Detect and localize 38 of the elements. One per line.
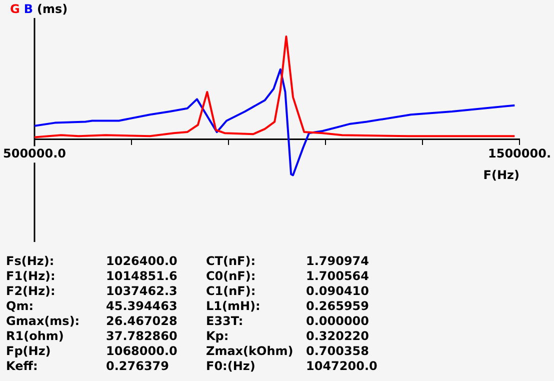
text: F1(Hz): xyxy=(6,269,56,284)
text: G xyxy=(10,2,20,16)
text: Fp(Hz) xyxy=(6,344,52,359)
text: 1037462.3 xyxy=(106,284,178,299)
x-tick-label: 1500000. xyxy=(488,146,552,161)
text: 1026400.0 xyxy=(106,254,178,269)
y-axis-title: (ms) xyxy=(37,2,68,16)
text: 0.000000 xyxy=(306,314,370,329)
text: 45.394463 xyxy=(106,299,178,314)
text: E33T: xyxy=(206,314,244,329)
x-tick-label: 500000.0 xyxy=(2,146,66,161)
text: 0.276379 xyxy=(106,359,170,374)
text: Keff: xyxy=(6,359,39,374)
text: Qm: xyxy=(6,299,35,314)
text: 1014851.6 xyxy=(106,269,178,284)
text: Gmax(ms): xyxy=(6,314,81,329)
text: 1.790974 xyxy=(306,254,370,269)
text: 1.700564 xyxy=(306,269,370,284)
text: 1068000.0 xyxy=(106,344,178,359)
text: 0.320220 xyxy=(306,329,370,344)
text: 0.265959 xyxy=(306,299,370,314)
text: CT(nF): xyxy=(206,254,256,269)
text: B xyxy=(24,2,34,16)
text: 1047200.0 xyxy=(306,359,378,374)
text: 0.700358 xyxy=(306,344,370,359)
text: F2(Hz): xyxy=(6,284,56,299)
text: Kp: xyxy=(206,329,230,344)
text: C0(nF): xyxy=(206,269,257,284)
text: F0:(Hz) xyxy=(206,359,256,374)
text: C1(nF): xyxy=(206,284,257,299)
text: Zmax(kOhm) xyxy=(206,344,294,359)
text: L1(mH): xyxy=(206,299,262,314)
x-axis-title: F(Hz) xyxy=(483,168,520,182)
text: R1(ohm) xyxy=(6,329,65,344)
text: 0.090410 xyxy=(306,284,370,299)
text: Fs(Hz): xyxy=(6,254,56,269)
text: 37.782860 xyxy=(106,329,178,344)
text: 26.467028 xyxy=(106,314,178,329)
